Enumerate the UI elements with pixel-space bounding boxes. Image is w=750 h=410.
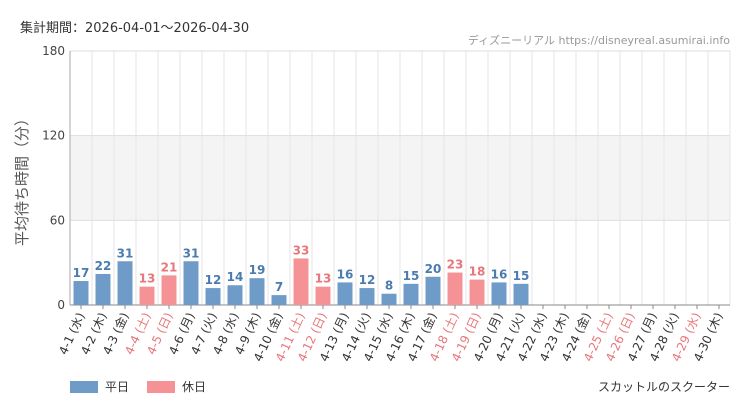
y-tick-label: 0 <box>57 298 65 312</box>
data-bar <box>73 281 89 305</box>
data-bar <box>95 273 111 305</box>
data-bar <box>315 286 331 305</box>
data-bar <box>249 278 265 305</box>
legend-label-holiday: 休日 <box>182 380 207 394</box>
data-bar <box>381 293 397 305</box>
data-value-label: 12 <box>359 273 376 287</box>
legend-item-holiday: 休日 <box>147 378 206 395</box>
data-bar <box>271 295 287 305</box>
data-value-label: 20 <box>425 262 442 276</box>
data-bar <box>161 275 177 305</box>
legend-item-weekday: 平日 <box>70 378 129 395</box>
data-value-label: 13 <box>139 272 156 286</box>
data-value-label: 12 <box>205 273 222 287</box>
y-tick-label: 60 <box>50 213 65 227</box>
data-bar <box>183 261 199 305</box>
y-tick-label: 120 <box>42 129 65 143</box>
data-value-label: 15 <box>513 269 530 283</box>
legend-swatch-holiday <box>147 380 176 393</box>
legend-label-weekday: 平日 <box>105 380 130 394</box>
data-value-label: 33 <box>293 243 310 257</box>
legend-swatch-weekday <box>70 380 98 393</box>
data-bar <box>425 276 441 305</box>
data-bar <box>139 286 155 305</box>
data-value-label: 21 <box>161 260 178 274</box>
data-value-label: 31 <box>183 246 200 260</box>
data-bar <box>337 282 353 305</box>
data-value-label: 17 <box>73 266 90 280</box>
data-bar <box>227 285 243 305</box>
data-value-label: 22 <box>95 259 112 273</box>
aggregation-period: 集計期間：2026-04-01～2026-04-30 <box>20 21 250 36</box>
data-bar <box>293 258 309 305</box>
data-bar <box>359 288 375 305</box>
data-bar <box>469 279 485 305</box>
data-bar <box>117 261 133 305</box>
data-value-label: 14 <box>227 270 244 284</box>
data-value-label: 8 <box>385 279 393 293</box>
legend: 平日 休日 <box>70 378 224 395</box>
data-value-label: 16 <box>491 267 508 281</box>
data-bar <box>447 272 463 305</box>
data-bar <box>513 283 529 305</box>
data-value-label: 23 <box>447 258 464 272</box>
data-value-label: 18 <box>469 265 486 279</box>
data-bar <box>403 283 419 305</box>
source-credit: ディズニーリアル https://disneyreal.asumirai.inf… <box>467 34 730 47</box>
data-value-label: 31 <box>117 246 134 260</box>
data-bar <box>205 288 221 305</box>
data-value-label: 13 <box>315 272 332 286</box>
data-value-label: 16 <box>337 267 354 281</box>
y-tick-label: 180 <box>42 44 65 58</box>
attraction-name: スカットルのスクーター <box>597 380 730 394</box>
data-value-label: 7 <box>275 280 283 294</box>
data-value-label: 19 <box>249 263 266 277</box>
data-bar <box>491 282 507 305</box>
data-value-label: 15 <box>403 269 420 283</box>
